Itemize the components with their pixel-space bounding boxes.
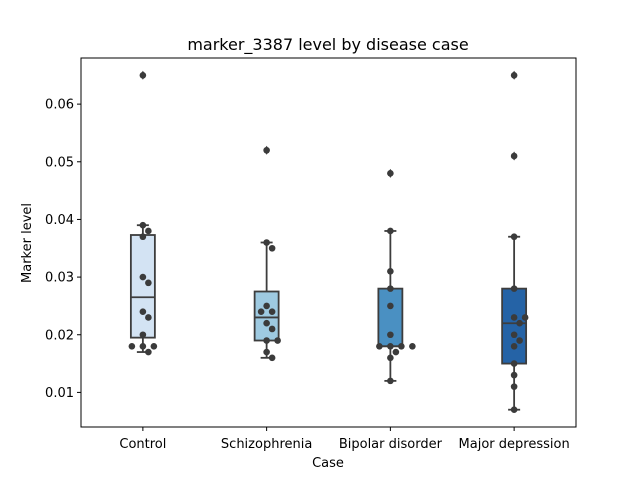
data-point — [516, 319, 523, 327]
data-point — [510, 71, 518, 79]
data-point — [387, 285, 394, 292]
swarm-schizophrenia — [257, 146, 281, 362]
x-tick-label: Bipolar disorder — [339, 437, 443, 452]
data-point — [510, 360, 518, 367]
data-point — [510, 331, 518, 339]
data-point — [521, 314, 529, 321]
box-iqr — [253, 290, 280, 342]
data-point — [387, 331, 394, 339]
data-point — [268, 244, 276, 252]
data-point — [263, 319, 270, 327]
data-point — [139, 342, 147, 350]
data-point — [392, 348, 400, 356]
box-control — [129, 70, 156, 353]
data-point — [263, 302, 270, 310]
y-tick-label: 0.06 — [45, 98, 74, 113]
data-point — [398, 342, 405, 350]
box-iqr — [129, 234, 156, 339]
box-major-depression — [501, 70, 528, 411]
data-point — [268, 354, 276, 362]
data-point — [268, 308, 276, 315]
swarm-bipolar-disorder — [376, 170, 416, 385]
data-point — [510, 383, 518, 390]
y-tick-label: 0.04 — [45, 213, 74, 228]
data-point — [387, 227, 394, 235]
data-point — [263, 337, 270, 344]
data-point — [274, 337, 281, 344]
y-tick-label: 0.01 — [45, 386, 74, 401]
data-point — [139, 233, 147, 241]
data-point — [510, 371, 518, 379]
y-tick-label: 0.05 — [45, 155, 74, 170]
data-point — [263, 146, 270, 154]
data-point — [128, 342, 136, 350]
plot-frame — [80, 57, 577, 428]
swarm-control — [128, 71, 158, 356]
data-point — [510, 406, 518, 414]
data-point — [139, 308, 147, 315]
data-point — [387, 268, 394, 275]
y-tick-label: 0.03 — [45, 271, 74, 286]
swarm-major-depression — [510, 71, 529, 414]
data-point — [387, 170, 394, 177]
data-point — [139, 221, 147, 229]
data-point — [268, 325, 276, 333]
data-point — [145, 227, 152, 235]
data-point — [387, 302, 394, 310]
data-point — [387, 377, 394, 385]
data-point — [145, 348, 152, 356]
data-point — [150, 342, 158, 350]
data-point — [510, 285, 518, 292]
data-point — [510, 233, 518, 241]
data-point — [145, 314, 152, 321]
data-point — [409, 342, 416, 350]
y-axis-label: Marker level — [20, 203, 35, 283]
data-point — [263, 348, 270, 356]
data-point — [387, 354, 394, 362]
data-point — [139, 273, 147, 281]
x-axis-label: Case — [312, 456, 344, 471]
data-point — [510, 342, 518, 350]
x-tick-label: Major depression — [459, 437, 570, 452]
data-point — [139, 331, 147, 339]
data-point — [263, 239, 270, 246]
data-point — [510, 152, 518, 160]
y-tick-label: 0.02 — [45, 328, 74, 343]
data-point — [139, 71, 147, 79]
data-point — [387, 342, 394, 350]
data-point — [516, 337, 523, 344]
x-tick-label: Schizophrenia — [221, 437, 312, 452]
data-point — [510, 314, 518, 321]
box-iqr — [501, 287, 528, 365]
chart-title: marker_3387 level by disease case — [187, 35, 468, 55]
x-tick-label: Control — [119, 437, 166, 452]
data-point — [145, 279, 152, 287]
data-point — [257, 308, 265, 315]
data-point — [376, 342, 383, 350]
